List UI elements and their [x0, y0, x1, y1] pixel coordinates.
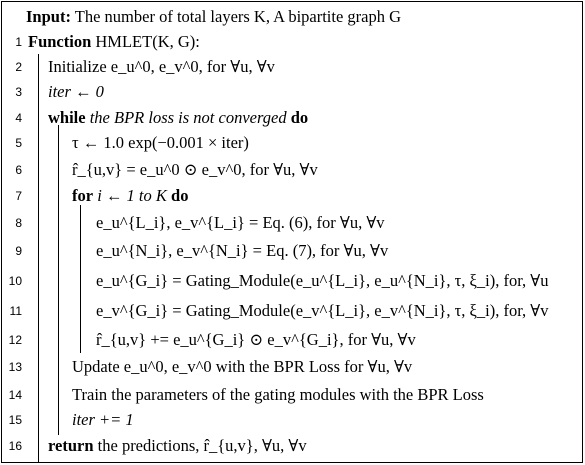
line-number: 9 — [15, 244, 22, 258]
input-text: The number of total layers K, A bipartit… — [70, 7, 402, 26]
for-condition: i ← 1 to K — [93, 186, 172, 205]
line-number: 1 — [15, 35, 22, 49]
keyword-return: return — [48, 436, 94, 455]
line-number: 7 — [15, 189, 22, 203]
return-text: the predictions, r̂_{u,v}, ∀u, ∀v — [93, 436, 307, 455]
line-6-text: r̂_{u,v} = e_u^0 ⊙ e_v^0, for ∀u, ∀v — [72, 160, 318, 179]
function-scope-rule — [38, 54, 39, 462]
keyword-function: Function — [28, 32, 92, 51]
line-10-text: e_u^{G_i} = Gating_Module(e_u^{L_i}, e_u… — [96, 271, 549, 290]
keyword-while: while — [48, 108, 86, 127]
keyword-for: for — [72, 186, 94, 205]
line-number: 10 — [8, 274, 22, 288]
line-number: 2 — [15, 60, 22, 74]
keyword-do: do — [290, 108, 309, 127]
line-number: 11 — [9, 304, 22, 318]
line-number: 13 — [8, 360, 22, 374]
keyword-do: do — [171, 186, 189, 205]
line-14-text: Train the parameters of the gating modul… — [72, 385, 484, 404]
line-15-text: iter += 1 — [72, 410, 134, 429]
line-13-text: Update e_u^0, e_v^0 with the BPR Loss fo… — [72, 357, 413, 376]
for-scope-rule — [80, 205, 81, 353]
line-2-text: Initialize e_u^0, e_v^0, for ∀u, ∀v — [48, 57, 275, 76]
line-number: 16 — [8, 439, 22, 453]
line-11-text: e_v^{G_i} = Gating_Module(e_v^{L_i}, e_v… — [96, 301, 549, 320]
line-number: 12 — [8, 333, 22, 347]
line-9-text: e_u^{N_i}, e_v^{N_i} = Eq. (7), for ∀u, … — [96, 241, 389, 260]
line-number: 8 — [15, 216, 22, 230]
while-condition: the BPR loss is not converged — [85, 108, 291, 127]
line-8-text: e_u^{L_i}, e_v^{L_i} = Eq. (6), for ∀u, … — [96, 213, 385, 232]
input-label: Input: — [26, 7, 71, 26]
line-5-text: τ ← 1.0 exp(−0.001 × iter) — [72, 133, 249, 152]
function-signature: HMLET(K, G): — [91, 32, 200, 51]
line-number: 15 — [8, 413, 22, 427]
line-3-text: iter ← 0 — [48, 82, 104, 101]
while-scope-rule — [58, 125, 59, 435]
line-number: 14 — [8, 388, 22, 402]
line-number: 6 — [15, 163, 22, 177]
line-number: 3 — [15, 85, 22, 99]
line-12-text: r̂_{u,v} += e_u^{G_i} ⊙ e_v^{G_i}, for ∀… — [96, 330, 416, 349]
line-number: 4 — [15, 111, 22, 125]
line-number: 5 — [15, 136, 22, 150]
